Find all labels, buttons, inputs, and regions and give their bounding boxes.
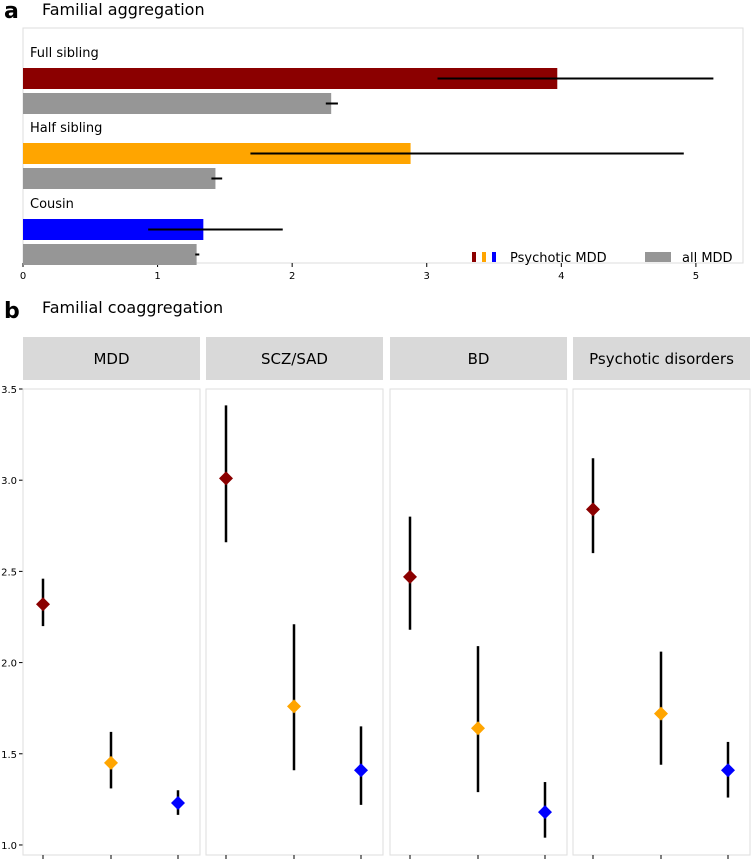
data-point-fs xyxy=(586,502,600,517)
x-tick-label: 3 xyxy=(424,271,430,282)
facet-strip xyxy=(23,337,200,380)
x-tick-label: FS xyxy=(586,861,600,863)
data-point-cs xyxy=(721,763,735,778)
x-tick-label: 1 xyxy=(154,271,160,282)
x-tick-label: HS xyxy=(653,861,670,863)
facet-label: Psychotic disorders xyxy=(589,350,734,368)
group-label: Full sibling xyxy=(30,46,99,61)
x-tick-label: HS xyxy=(286,861,303,863)
data-point-cs xyxy=(354,763,368,778)
data-point-fs xyxy=(36,597,50,612)
legend-swatch-all xyxy=(645,252,671,262)
data-point-fs xyxy=(219,471,233,486)
bar-psychotic-mdd xyxy=(23,219,204,240)
y-tick-label: 2.0 xyxy=(1,659,17,670)
x-tick-label: 4 xyxy=(558,271,564,282)
data-point-hs xyxy=(654,706,668,721)
legend-label-all: all MDD xyxy=(682,251,733,266)
panel-b-title: Familial coaggregation xyxy=(42,298,223,317)
facet-label: MDD xyxy=(93,350,129,368)
bar-all-mdd xyxy=(23,168,216,189)
facet-frame xyxy=(572,388,751,856)
facet-strip xyxy=(206,337,383,380)
facet-strip xyxy=(390,337,567,380)
x-tick-label: FS xyxy=(403,861,417,863)
panel-letter-a: a xyxy=(4,0,19,24)
x-tick-label: 5 xyxy=(693,271,699,282)
y-tick-label: 3.0 xyxy=(1,476,17,487)
y-tick-label: 1.0 xyxy=(1,841,17,852)
data-point-cs xyxy=(538,805,552,820)
facet-label: SCZ/SAD xyxy=(261,350,328,368)
data-point-hs xyxy=(287,699,301,714)
panel-letter-b: b xyxy=(4,299,20,324)
y-tick-label: 1.5 xyxy=(1,750,17,761)
x-tick-label: 2 xyxy=(289,271,295,282)
group-label: Cousin xyxy=(30,197,74,212)
x-tick-label: HS xyxy=(103,861,120,863)
y-tick-label: 2.5 xyxy=(1,567,17,578)
x-tick-label: 0 xyxy=(20,271,26,282)
x-tick-label: CS xyxy=(720,861,736,863)
legend-label-psychotic: Psychotic MDD xyxy=(510,251,607,266)
legend-swatch-psychotic xyxy=(492,252,496,262)
bar-psychotic-mdd xyxy=(23,143,411,164)
data-point-fs xyxy=(403,569,417,584)
y-tick-label: 3.5 xyxy=(1,385,17,396)
data-point-hs xyxy=(104,755,118,770)
bar-all-mdd xyxy=(23,93,332,114)
data-point-cs xyxy=(171,796,185,811)
panel-a-title: Familial aggregation xyxy=(42,0,205,19)
legend-swatch-psychotic xyxy=(472,252,476,262)
facet-frame xyxy=(205,388,384,856)
x-tick-label: CS xyxy=(537,861,553,863)
x-tick-label: FS xyxy=(36,861,50,863)
x-tick-label: HS xyxy=(470,861,487,863)
bar-all-mdd xyxy=(23,244,197,265)
legend-swatch-psychotic xyxy=(482,252,486,262)
group-label: Half sibling xyxy=(30,121,102,136)
x-tick-label: FS xyxy=(219,861,233,863)
data-point-hs xyxy=(471,721,485,736)
bar-psychotic-mdd xyxy=(23,68,558,89)
x-tick-label: CS xyxy=(353,861,369,863)
facet-label: BD xyxy=(468,350,490,368)
x-tick-label: CS xyxy=(170,861,186,863)
facet-strip xyxy=(573,337,750,380)
